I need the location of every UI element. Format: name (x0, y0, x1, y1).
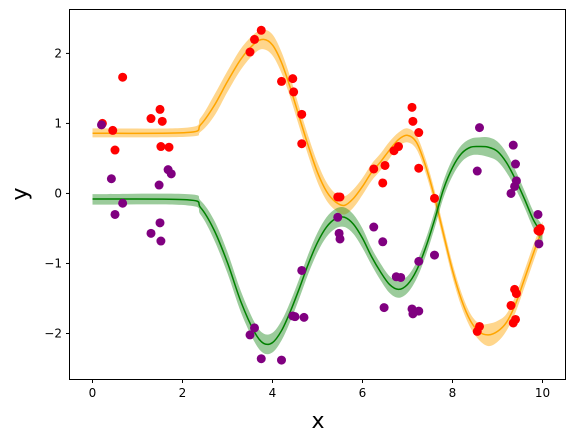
mean-line-3 (92, 145, 544, 346)
scatter-point-s1-17 (299, 312, 309, 322)
scatter-point-s1-20 (335, 234, 345, 244)
scatter-point-s1-29 (414, 256, 424, 266)
scatter-point-s0-11 (256, 25, 266, 35)
scatter-point-s1-6 (155, 218, 165, 228)
scatter-point-s1-23 (379, 303, 389, 313)
scatter-point-s0-21 (380, 160, 390, 170)
ticks-layer: 0 2 4 6 8 10 −2 −1 0 1 2 (44, 46, 550, 400)
scatter-point-s0-26 (414, 128, 424, 138)
scatter-point-s0-5 (155, 104, 165, 114)
scatter-point-s0-13 (288, 74, 298, 84)
scatter-point-s0-30 (475, 321, 484, 331)
scatter-point-s1-11 (250, 323, 259, 333)
scatter-point-s1-32 (475, 123, 484, 133)
scatter-point-s1-15 (290, 312, 300, 322)
scatter-point-s0-23 (394, 142, 403, 152)
scatter-point-s0-18 (335, 192, 345, 202)
scatter-point-s0-16 (297, 139, 307, 149)
scatter-point-s1-10 (245, 330, 255, 340)
y-tick-label: −1 (44, 256, 62, 270)
x-tick-label: 4 (269, 386, 277, 400)
scatter-point-s1-31 (472, 166, 482, 176)
y-tick-label: −2 (44, 326, 62, 340)
scatter-point-s1-28 (414, 306, 424, 316)
y-tick-label: 1 (54, 116, 62, 130)
scatter-point-s1-12 (256, 354, 266, 364)
y-axis-label: y (8, 187, 33, 200)
scatter-point-s0-8 (164, 142, 174, 152)
scatter-point-s1-38 (533, 209, 543, 219)
scatter-point-s1-2 (110, 209, 120, 219)
x-tick-label: 10 (535, 386, 550, 400)
scatter-point-s0-34 (511, 314, 520, 324)
scatter-point-s0-15 (297, 109, 307, 119)
scatter-point-s1-13 (277, 355, 286, 365)
scatter-point-s0-7 (157, 116, 167, 126)
y-tick-label: 2 (54, 46, 62, 60)
scatter-point-s1-25 (396, 272, 406, 282)
scatter-point-s1-21 (369, 222, 379, 232)
scatter-point-s1-7 (156, 236, 166, 246)
x-tick-label: 6 (359, 386, 367, 400)
scatter-point-s0-1 (108, 125, 118, 135)
confidence-band-3 (92, 137, 543, 355)
scatter-point-s1-0 (97, 120, 106, 130)
scatter-point-s1-39 (534, 239, 544, 249)
scatter-point-s0-35 (511, 289, 521, 299)
scatter-point-s0-27 (414, 163, 424, 173)
plot-frame (69, 9, 566, 380)
scatter-point-s1-5 (154, 180, 164, 190)
scatter-point-s0-6 (156, 142, 166, 152)
scatter-point-s0-20 (378, 178, 388, 188)
scatter-point-s0-28 (430, 193, 439, 203)
scatter-point-s0-2 (110, 145, 120, 155)
x-axis-label: x (311, 409, 324, 434)
scatter-point-s1-3 (118, 198, 128, 208)
plot-layer (92, 25, 545, 365)
scatter-point-s1-37 (511, 176, 521, 186)
x-tick-label: 8 (449, 386, 457, 400)
scatter-point-s0-19 (369, 164, 379, 174)
scatter-point-s1-36 (511, 159, 520, 169)
scatter-point-s0-38 (535, 223, 545, 233)
scatter-point-s0-3 (118, 72, 128, 82)
scatter-point-s0-9 (245, 47, 255, 57)
scatter-point-s1-33 (506, 188, 516, 198)
scatter-point-s0-14 (289, 87, 299, 97)
scatter-point-s1-16 (297, 265, 307, 275)
scatter-point-s1-9 (166, 169, 176, 179)
scatter-point-s0-10 (250, 34, 259, 44)
x-tick-label: 2 (179, 386, 187, 400)
scatter-point-s1-4 (146, 228, 156, 238)
scatter-point-s0-25 (408, 116, 418, 126)
scatter-point-s0-12 (277, 76, 286, 86)
y-tick-label: 0 (54, 186, 62, 200)
scatter-point-s1-34 (508, 140, 518, 150)
x-tick-label: 0 (89, 386, 97, 400)
scatter-point-s1-1 (106, 174, 116, 184)
scatter-point-s0-31 (506, 300, 516, 310)
scatter-point-s1-30 (430, 250, 439, 260)
scatter-point-s1-18 (333, 212, 343, 222)
scatter-point-s1-22 (378, 237, 388, 247)
scatter-point-s0-4 (146, 114, 156, 124)
scatter-point-s0-24 (407, 102, 417, 112)
